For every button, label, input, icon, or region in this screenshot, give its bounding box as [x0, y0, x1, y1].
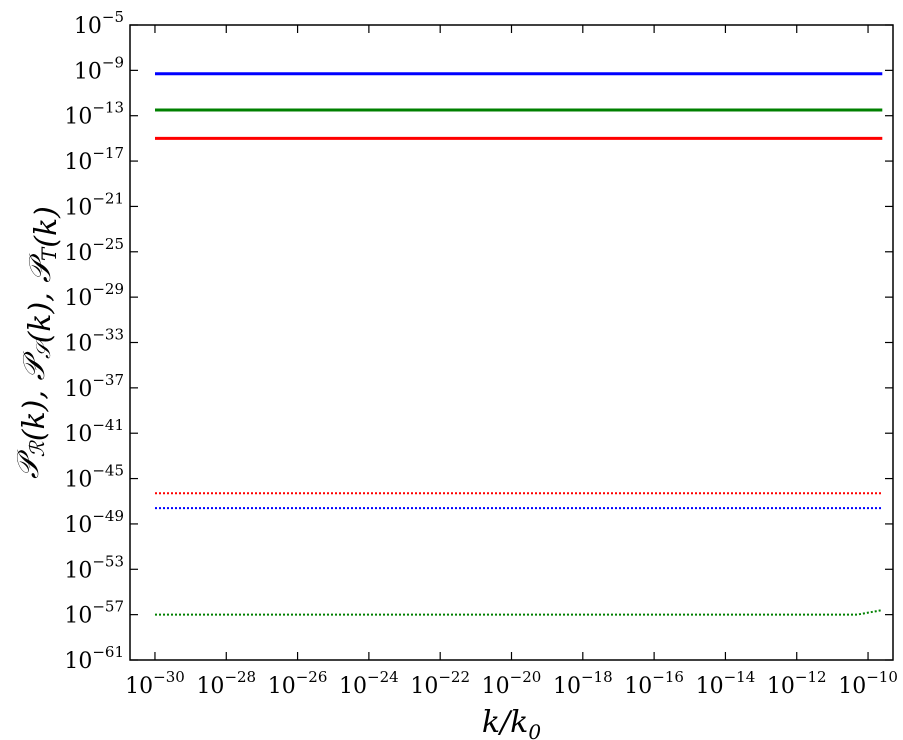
y-tick-label: 10−25: [64, 235, 124, 266]
x-tick-labels: 10−30 10−28 10−26 10−24 10−22 10−20 10−18 10−16…: [125, 668, 898, 699]
x-tick-label: 10−18: [553, 668, 613, 699]
y-tick-label: 10−57: [64, 598, 124, 629]
y-tick-label: 10−45: [64, 462, 124, 493]
x-axis-label: k/k0: [482, 705, 541, 740]
y-tick-label: 10−13: [64, 99, 124, 130]
tick-marks: [130, 24, 893, 661]
y-tick-label: 10−49: [64, 507, 124, 538]
x-tick-label: 10−30: [125, 668, 185, 699]
x-tick-label: 10−28: [196, 668, 256, 699]
y-tick-label: 10−29: [64, 280, 124, 311]
series-line-6-dotted: [155, 609, 883, 616]
y-tick-label: 10−37: [64, 371, 124, 402]
series-lines: [155, 72, 883, 616]
y-tick-label: 10−17: [64, 144, 124, 175]
y-tick-label: 10−61: [64, 643, 124, 674]
y-tick-label: 10−33: [64, 326, 124, 357]
x-tick-label: 10−10: [838, 668, 898, 699]
y-tick-label: 10−41: [64, 416, 124, 447]
x-tick-label: 10−14: [696, 668, 756, 699]
plot-area-frame: [129, 24, 894, 661]
x-tick-label: 10−24: [339, 668, 399, 699]
x-tick-label: 10−20: [482, 668, 542, 699]
x-tick-label: 10−22: [410, 668, 470, 699]
y-tick-label: 10−53: [64, 552, 124, 583]
x-tick-label: 10−12: [767, 668, 827, 699]
x-tick-label: 10−16: [624, 668, 684, 699]
y-tick-label: 10−21: [64, 189, 124, 220]
x-tick-label: 10−26: [268, 668, 328, 699]
y-axis-label: 𝒫ℛ(k), 𝒫𝒮(k), 𝒫T(k): [11, 206, 64, 479]
y-tick-labels: 10−5 10−9 10−13 10−17 10−21 10−25 10−29 10−33 10…: [64, 8, 124, 674]
y-tick-label: 10−9: [74, 53, 124, 84]
y-tick-label: 10−5: [74, 8, 124, 39]
